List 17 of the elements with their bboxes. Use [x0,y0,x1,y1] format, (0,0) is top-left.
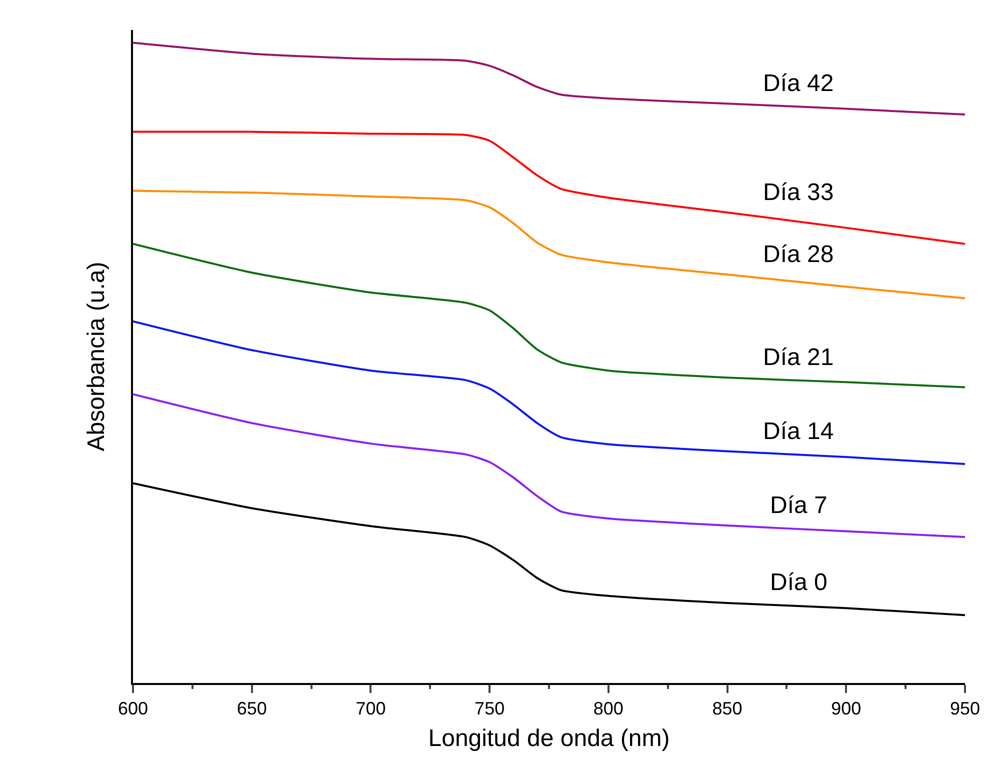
x-tick-label: 700 [356,698,386,718]
series-label: Día 42 [763,70,834,97]
series-label: Día 7 [770,492,828,519]
x-tick-label: 600 [118,698,148,718]
x-tick-label: 850 [712,698,742,718]
x-axis-title: Longitud de onda (nm) [428,725,670,752]
series-label: Día 28 [763,241,834,268]
x-tick-label: 750 [474,698,505,718]
series-label: Día 21 [763,344,834,371]
series-label: Día 0 [770,569,828,596]
x-tick-label: 650 [236,698,267,718]
series-label: Día 33 [763,179,834,206]
x-tick-label: 800 [593,698,624,718]
x-tick-label: 900 [831,698,862,718]
series-label: Día 14 [763,418,834,445]
x-tick-label: 950 [950,698,980,718]
y-axis-title: Absorbancia (u.a) [82,262,110,452]
